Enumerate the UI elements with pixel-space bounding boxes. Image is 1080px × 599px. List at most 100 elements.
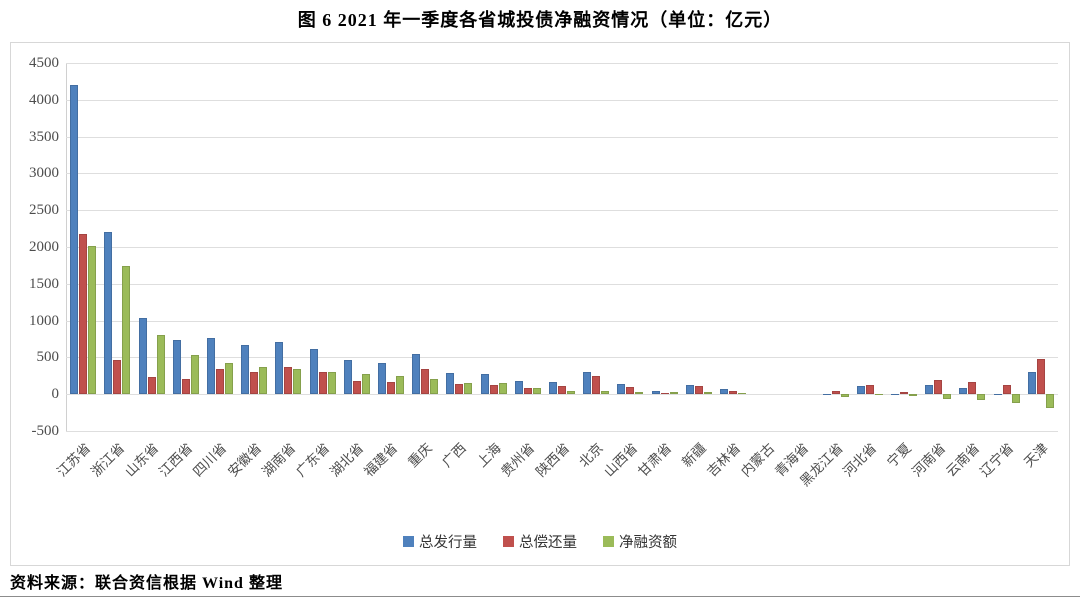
x-axis-label: 河南省	[908, 440, 949, 480]
x-axis-label: 广西	[439, 440, 470, 470]
bar-总发行量-安徽省	[241, 344, 250, 395]
bar-总发行量-陕西省	[549, 382, 557, 395]
bar-总发行量-浙江省	[104, 231, 113, 395]
y-axis-label: 2000	[29, 239, 59, 255]
bar-总发行量-北京	[583, 372, 592, 395]
x-axis-label: 上海	[473, 440, 504, 470]
bar-净融资额-山东省	[156, 335, 165, 395]
legend: 总发行量 总偿还量 净融资额	[11, 531, 1069, 552]
bar-净融资额-吉林省	[738, 392, 747, 395]
x-axis-label: 山西省	[601, 440, 641, 480]
bar-总发行量-湖北省	[343, 360, 352, 395]
legend-swatch	[603, 536, 614, 547]
y-axis-label: 3500	[29, 128, 59, 145]
x-axis-label: 宁夏	[884, 440, 914, 470]
bar-总偿还量-福建省	[386, 381, 395, 395]
bar-总偿还量-贵州省	[523, 387, 532, 395]
x-axis-label: 浙江省	[87, 440, 128, 480]
bar-总发行量-云南省	[959, 387, 968, 395]
bar-总发行量-广西	[446, 372, 455, 395]
bar-总发行量-山西省	[617, 384, 626, 395]
bar-总发行量-上海	[480, 373, 489, 395]
chart-title: 图 6 2021 年一季度各省城投债净融资情况（单位：亿元）	[297, 10, 783, 30]
gridline	[66, 357, 1058, 359]
bar-净融资额-安徽省	[259, 366, 268, 395]
y-axis-label: 4000	[29, 91, 59, 108]
bar-总偿还量-山东省	[147, 376, 156, 395]
bar-总偿还量-湖南省	[284, 366, 293, 395]
gridline	[66, 247, 1058, 248]
x-axis-label: 湖南省	[259, 440, 299, 480]
x-axis-label: 江苏省	[53, 440, 94, 480]
x-axis-label: 湖北省	[327, 440, 367, 480]
y-axis-label: 3000	[29, 165, 59, 182]
bar-总发行量-山东省	[138, 317, 147, 395]
bar-净融资额-四川省	[224, 362, 233, 395]
bar-总偿还量-河北省	[865, 385, 874, 395]
y-axis-label: 0	[51, 386, 60, 403]
bar-净融资额-甘肃省	[669, 391, 678, 395]
bar-总发行量-甘肃省	[651, 390, 660, 395]
y-axis-label: 4500	[29, 55, 59, 71]
gridline	[66, 431, 1058, 432]
bar-净融资额-云南省	[977, 394, 986, 400]
bar-总偿还量-新疆	[694, 386, 703, 395]
bar-净融资额-山西省	[635, 391, 644, 395]
x-axis-label: 甘肃省	[635, 440, 675, 480]
x-axis-label: 北京	[576, 440, 607, 470]
source-note: 资料来源：联合资信根据 Wind 整理	[10, 575, 283, 592]
bar-总发行量-湖南省	[275, 341, 284, 395]
gridline	[66, 99, 1058, 101]
bar-总发行量-河北省	[856, 386, 865, 395]
bar-净融资额-河南省	[943, 394, 952, 400]
x-axis-label: 重庆	[405, 440, 436, 470]
legend-label: 净融资额	[619, 535, 677, 551]
x-axis-label: 陕西省	[532, 440, 572, 480]
bar-总偿还量-安徽省	[250, 372, 259, 395]
bar-净融资额-陕西省	[567, 390, 575, 395]
bar-净融资额-浙江省	[122, 265, 131, 395]
x-axis-label: 广东省	[293, 440, 333, 480]
x-axis-label: 安徽省	[224, 440, 265, 480]
bar-总偿还量-河南省	[934, 380, 943, 395]
y-axis-label: -500	[31, 423, 60, 439]
legend-item-净融资额: 净融资额	[603, 531, 677, 552]
bar-总偿还量-广西	[455, 383, 464, 395]
chart-box: 4500 4000 3500 3000 2500 2000 1500 1000 500 0 -500…	[10, 42, 1070, 566]
gridline	[66, 136, 1058, 138]
bar-总发行量-宁夏	[891, 393, 900, 395]
bar-净融资额-广东省	[327, 371, 336, 395]
bar-净融资额-重庆	[430, 379, 439, 395]
bar-总发行量-吉林省	[720, 389, 729, 395]
bar-总发行量-新疆	[685, 384, 694, 395]
legend-swatch	[403, 536, 414, 547]
legend-label: 总偿还量	[519, 535, 577, 551]
x-axis-label: 四川省	[190, 440, 230, 480]
bottom-divider	[0, 596, 1080, 597]
x-axis-label: 辽宁省	[977, 440, 1017, 480]
bar-总偿还量-辽宁省	[1002, 385, 1011, 395]
bar-总偿还量-陕西省	[558, 385, 566, 395]
bar-总偿还量-湖北省	[352, 380, 361, 395]
y-axis-label: 500	[36, 349, 60, 366]
bar-总偿还量-江西省	[181, 379, 190, 395]
bar-净融资额-河北省	[874, 394, 883, 396]
bar-总偿还量-浙江省	[113, 359, 122, 395]
x-axis-label: 内蒙古	[737, 440, 778, 480]
x-axis-label: 贵州省	[498, 440, 538, 480]
bar-净融资额-江苏省	[88, 245, 97, 395]
gridline	[66, 394, 1058, 396]
legend-swatch	[503, 536, 514, 547]
bar-总偿还量-山西省	[626, 386, 635, 395]
bar-总发行量-江苏省	[70, 85, 79, 395]
y-axis-label: 2500	[29, 202, 59, 219]
y-axis-label: 1000	[29, 312, 59, 329]
x-axis-label: 新疆	[679, 440, 709, 470]
bar-总偿还量-云南省	[968, 382, 977, 395]
bar-净融资额-广西	[464, 383, 473, 395]
legend-label: 总发行量	[419, 535, 477, 551]
bar-净融资额-新疆	[703, 392, 712, 395]
bar-总偿还量-北京	[592, 375, 601, 395]
bar-净融资额-上海	[498, 383, 507, 395]
bar-净融资额-辽宁省	[1011, 394, 1020, 404]
